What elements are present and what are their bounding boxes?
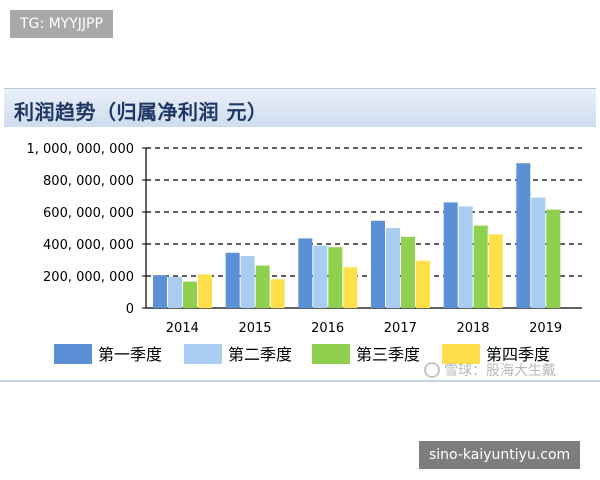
legend-label: 第四季度 <box>486 345 550 364</box>
legend-label: 第二季度 <box>228 345 292 364</box>
top-tag: TG: MYYJJPP <box>10 10 113 38</box>
legend-swatch <box>54 344 92 364</box>
bar <box>255 265 270 308</box>
x-tick-label: 2014 <box>166 321 199 336</box>
bar <box>386 228 400 308</box>
bar <box>516 163 531 308</box>
bar <box>198 274 212 308</box>
x-tick-label: 2017 <box>384 321 417 336</box>
bar <box>371 220 385 308</box>
bar <box>328 247 343 308</box>
profit-bar-chart: 0 200, 000, 000 400, 000, 000 600, 000, 000… <box>26 142 582 364</box>
bar <box>168 276 182 308</box>
x-tick-label: 2019 <box>529 321 562 336</box>
watermark-text: 雪球：股海大生戴 <box>444 363 556 379</box>
snowball-logo-icon <box>424 362 440 378</box>
bar <box>458 206 473 308</box>
bar <box>531 197 546 308</box>
y-tick-label: 600, 000, 000 <box>43 206 134 221</box>
chart-title-bar: 利润趋势（归属净利润 元） <box>4 88 596 127</box>
bar <box>240 256 255 308</box>
x-tick-label: 2016 <box>311 321 344 336</box>
bar <box>473 225 488 308</box>
bar <box>443 202 458 308</box>
bar <box>298 238 313 308</box>
bar <box>183 281 197 308</box>
bar <box>401 236 415 308</box>
bar <box>343 267 358 308</box>
bar <box>416 260 430 308</box>
bar <box>546 209 561 308</box>
y-tick-label: 0 <box>126 302 134 317</box>
bar <box>225 252 240 308</box>
bar <box>270 279 285 308</box>
y-tick-label: 200, 000, 000 <box>43 270 134 285</box>
legend-label: 第三季度 <box>356 345 420 364</box>
legend-swatch <box>184 344 222 364</box>
chart-bottom-border <box>0 380 600 382</box>
chart-card: 利润趋势（归属净利润 元） <box>0 88 600 384</box>
bar <box>153 275 167 308</box>
legend-label: 第一季度 <box>98 345 162 364</box>
chart-title: 利润趋势（归属净利润 元） <box>14 100 268 124</box>
y-tick-label: 1, 000, 000, 000 <box>26 142 134 157</box>
y-tick-label: 800, 000, 000 <box>43 174 134 189</box>
x-tick-label: 2018 <box>456 321 489 336</box>
watermark: 雪球：股海大生戴 <box>424 360 556 380</box>
x-tick-label: 2015 <box>238 321 271 336</box>
legend-swatch <box>312 344 350 364</box>
bar <box>488 234 503 308</box>
bottom-tag: sino-kaiyuntiyu.com <box>419 441 581 469</box>
legend-swatch <box>442 344 480 364</box>
y-tick-label: 400, 000, 000 <box>43 238 134 253</box>
bar <box>313 245 328 308</box>
